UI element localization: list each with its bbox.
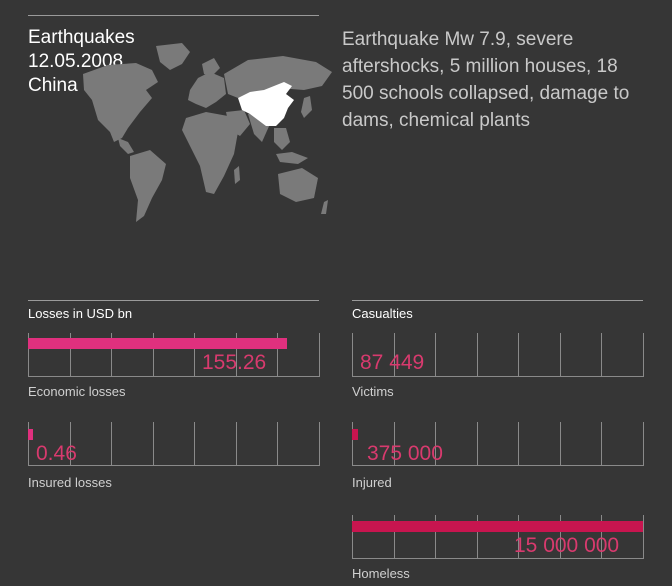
chart-gridline <box>560 515 561 559</box>
chart-gridline <box>28 422 29 466</box>
chart-gridline <box>477 515 478 559</box>
map-central-america <box>118 138 134 154</box>
insured-losses-label: Insured losses <box>28 475 112 490</box>
chart-gridline <box>435 515 436 559</box>
chart-gridline <box>477 422 478 466</box>
economic-losses-value: 155.26 <box>202 351 267 374</box>
chart-gridline <box>560 333 561 377</box>
economic-losses-label: Economic losses <box>28 384 126 399</box>
map-new-zealand <box>321 200 328 214</box>
victims-label: Victims <box>352 384 394 399</box>
insured-losses-bar <box>28 429 33 440</box>
map-africa <box>182 112 238 194</box>
casualties-divider <box>352 300 643 301</box>
map-indonesia <box>276 152 308 164</box>
map-russia <box>224 56 332 98</box>
chart-gridline <box>518 422 519 466</box>
map-middle-east <box>226 110 250 136</box>
chart-baseline <box>28 376 319 377</box>
map-australia <box>278 168 318 202</box>
homeless-value: 15 000 000 <box>514 534 620 557</box>
chart-gridline <box>236 333 237 377</box>
world-map <box>83 43 332 222</box>
event-type: Earthquakes <box>28 27 135 48</box>
injured-label: Injured <box>352 475 392 490</box>
chart-gridline <box>394 515 395 559</box>
map-south-america <box>130 150 166 222</box>
map-madagascar <box>234 166 240 184</box>
map-japan <box>301 96 312 118</box>
map-scandinavia <box>202 58 220 76</box>
map-europe <box>188 72 226 108</box>
chart-gridline <box>601 515 602 559</box>
losses-divider <box>28 300 319 301</box>
event-description: Earthquake Mw 7.9, severe aftershocks, 5… <box>342 29 630 131</box>
victims-value: 87 449 <box>360 351 425 374</box>
chart-gridline <box>194 422 195 466</box>
insured-losses-chart: 0.46 <box>28 422 320 466</box>
injured-chart: 375 000 <box>352 422 644 466</box>
chart-gridline <box>277 333 278 377</box>
economic-losses-bar <box>28 338 287 349</box>
chart-gridline <box>435 422 436 466</box>
chart-gridline <box>153 333 154 377</box>
chart-baseline <box>352 558 643 559</box>
chart-gridline <box>643 515 644 559</box>
chart-gridline <box>153 422 154 466</box>
chart-gridline <box>70 422 71 466</box>
chart-baseline <box>352 376 643 377</box>
losses-title: Losses in USD bn <box>28 306 133 321</box>
chart-gridline <box>601 422 602 466</box>
chart-gridline <box>352 515 353 559</box>
homeless-label: Homeless <box>352 566 410 581</box>
insured-losses-value: 0.46 <box>36 442 77 465</box>
chart-gridline <box>277 422 278 466</box>
injured-bar <box>352 429 358 440</box>
chart-gridline <box>194 333 195 377</box>
chart-baseline <box>352 465 643 466</box>
chart-gridline <box>352 422 353 466</box>
map-greenland <box>156 43 190 70</box>
map-china-highlight <box>238 82 294 126</box>
chart-gridline <box>435 333 436 377</box>
chart-gridline <box>70 333 71 377</box>
victims-chart: 87 449 <box>352 333 644 377</box>
economic-losses-chart: 155.26 <box>28 333 320 377</box>
event-country: China <box>28 75 78 96</box>
homeless-chart: 15 000 000 <box>352 515 644 559</box>
chart-gridline <box>111 422 112 466</box>
chart-gridline <box>319 333 320 377</box>
chart-gridline <box>477 333 478 377</box>
chart-gridline <box>643 333 644 377</box>
chart-gridline <box>394 422 395 466</box>
chart-gridline <box>28 333 29 377</box>
chart-baseline <box>28 465 319 466</box>
event-date: 12.05.2008 <box>28 51 124 72</box>
chart-gridline <box>560 422 561 466</box>
chart-gridline <box>394 333 395 377</box>
chart-gridline <box>236 422 237 466</box>
chart-gridline <box>643 422 644 466</box>
chart-gridline <box>518 333 519 377</box>
chart-gridline <box>111 333 112 377</box>
chart-gridline <box>352 333 353 377</box>
top-divider <box>28 15 319 16</box>
injured-value: 375 000 <box>367 442 443 465</box>
chart-gridline <box>319 422 320 466</box>
chart-gridline <box>601 333 602 377</box>
map-north-america <box>83 63 158 142</box>
casualties-title: Casualties <box>352 306 413 321</box>
chart-gridline <box>518 515 519 559</box>
event-info: Earthquakes 12.05.2008 China <box>28 26 135 98</box>
homeless-bar <box>352 521 643 532</box>
map-southeast-asia <box>274 128 290 150</box>
